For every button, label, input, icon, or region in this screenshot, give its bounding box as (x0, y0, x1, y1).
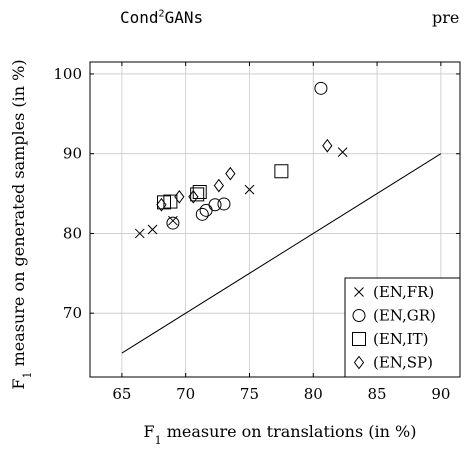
cross-data-point (134, 228, 145, 239)
legend: (EN,FR) (EN,GR) (EN,IT) (EN,SP) (344, 277, 461, 378)
x-tick-label: 90 (431, 385, 450, 403)
diamond-data-point (174, 189, 185, 204)
y-axis-title: F1 measure on generated samples (in %) (9, 59, 34, 389)
y-axis-title-sub: 1 (21, 372, 34, 379)
x-tick-label: 80 (304, 385, 323, 403)
cross-data-point (147, 224, 158, 235)
legend-square-icon (352, 332, 366, 346)
x-tick-label: 85 (368, 385, 387, 403)
x-axis-title: F1 measure on translations (in %) (144, 422, 417, 447)
plot-frame (89, 61, 461, 378)
diamond-data-point (156, 197, 167, 212)
x-tick-label: 65 (112, 385, 131, 403)
cross-stroke (354, 287, 364, 297)
diamond-data-point (225, 166, 236, 181)
x-axis-title-rest: measure on translations (in %) (162, 422, 417, 441)
cross-data-point (337, 147, 348, 157)
truncated-right-label: pre (432, 8, 460, 27)
reference-line (121, 153, 442, 354)
cross-stroke (244, 184, 255, 195)
diamond-data-point (188, 189, 199, 204)
legend-diamond-icon (353, 355, 365, 370)
cross-stroke (134, 228, 145, 239)
circle-data-point (217, 197, 231, 211)
legend-entry-label: (EN,SP) (373, 354, 433, 372)
x-axis-title-sub: 1 (155, 434, 162, 447)
cross-data-point (244, 184, 255, 195)
x-axis-title-base: F (144, 422, 155, 441)
square-data-point (192, 184, 207, 199)
y-axis-title-base: F (9, 379, 28, 390)
x-tick-label: 70 (176, 385, 195, 403)
y-tick-label: 100 (53, 65, 82, 83)
circle-data-point (195, 207, 209, 221)
square-data-point (274, 164, 289, 179)
method-label-suffix: GANs (164, 8, 204, 27)
x-tick-label: 75 (240, 385, 259, 403)
circle-data-point (208, 198, 222, 212)
legend-box (344, 277, 461, 378)
cross-stroke (147, 224, 158, 235)
circle-data-point (314, 81, 328, 95)
cross-stroke (337, 147, 348, 157)
diamond-data-point (213, 178, 224, 193)
y-tick-label: 90 (63, 145, 82, 163)
y-axis-title-rest: measure on generated samples (in %) (9, 59, 28, 371)
legend-entry-label: (EN,IT) (373, 330, 429, 348)
circle-data-point (166, 216, 180, 230)
legend-entry-label: (EN,GR) (373, 307, 436, 325)
diamond-data-point (322, 138, 333, 153)
legend-circle-icon (352, 309, 366, 322)
method-label-superscript: 2 (158, 8, 165, 20)
method-label: Cond2GANs (120, 8, 203, 27)
y-tick-label: 80 (63, 224, 82, 242)
tick-layer: 65 70 75 80 85 90 70 80 90 100 (53, 62, 460, 403)
method-label-base: Cond (120, 8, 159, 27)
marks-layer (134, 81, 348, 239)
y-tick-label: 70 (63, 304, 82, 322)
legend-entry-label: (EN,FR) (373, 283, 434, 301)
legend-cross-icon (354, 287, 364, 297)
